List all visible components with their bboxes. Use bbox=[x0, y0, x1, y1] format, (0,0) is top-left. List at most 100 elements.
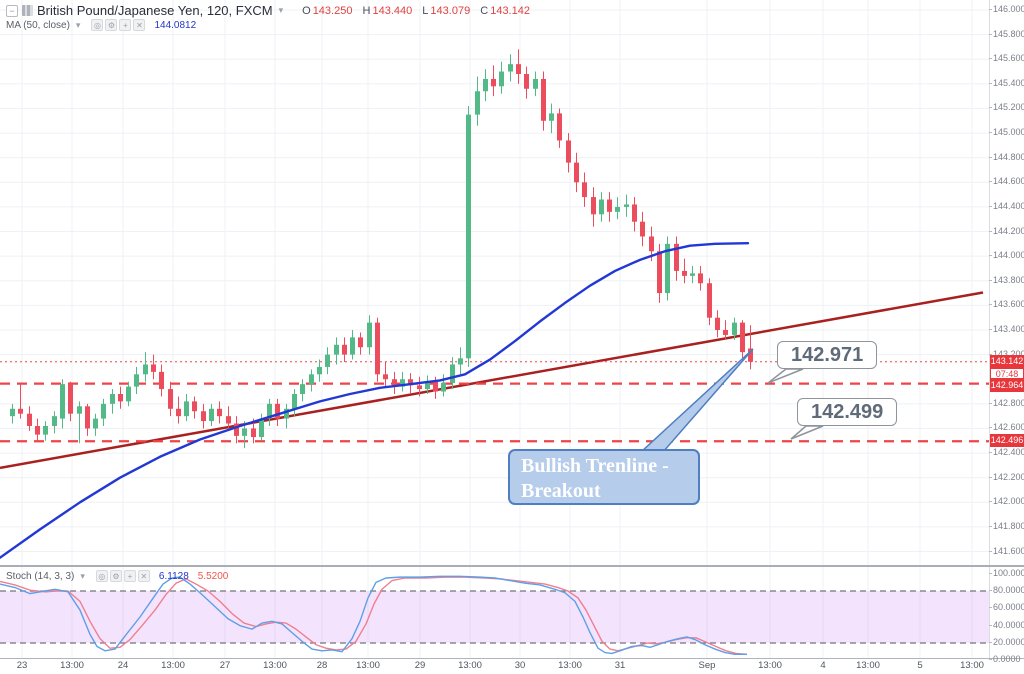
chevron-down-icon[interactable]: ▾ bbox=[75, 19, 81, 30]
time-tick: Sep bbox=[698, 660, 716, 671]
gear-icon[interactable]: ⚙ bbox=[105, 19, 118, 31]
gear-icon[interactable]: ⚙ bbox=[109, 570, 122, 582]
price-tick: 143.400 bbox=[989, 324, 1024, 334]
close-icon[interactable]: ✕ bbox=[133, 19, 146, 31]
price-tick: 142.000 bbox=[989, 496, 1024, 507]
price-callout-upper[interactable]: 142.971 bbox=[777, 341, 878, 369]
pane-separator[interactable] bbox=[0, 565, 1024, 567]
candle-body bbox=[682, 270, 687, 276]
candle-body bbox=[533, 78, 538, 89]
stoch-legend: Stoch (14, 3, 3) ▾ ◎ ⚙ + ✕ 6.1128 5.5200 bbox=[6, 570, 228, 582]
time-tick: 13:00 bbox=[856, 660, 880, 671]
candle-body bbox=[85, 406, 90, 429]
candle-body bbox=[118, 394, 123, 402]
chevron-down-icon[interactable]: ▾ bbox=[80, 570, 85, 581]
candle-body bbox=[740, 322, 745, 353]
open-value: 143.250 bbox=[312, 4, 353, 17]
stoch-k-value: 6.1128 bbox=[158, 570, 189, 582]
candle-body bbox=[383, 374, 388, 380]
time-tick: 30 bbox=[514, 660, 526, 671]
candle-body bbox=[441, 382, 446, 392]
candle-body bbox=[417, 385, 422, 390]
chart-style-icon[interactable] bbox=[22, 5, 33, 16]
eye-icon[interactable]: ◎ bbox=[95, 570, 108, 582]
close-icon[interactable]: ✕ bbox=[137, 570, 150, 582]
candle-body bbox=[10, 408, 15, 417]
candle-body bbox=[209, 408, 214, 422]
candle-body bbox=[159, 371, 164, 390]
candle-body bbox=[192, 401, 197, 412]
stoch-tick: 40.0000 bbox=[989, 619, 1024, 630]
candle-body bbox=[723, 330, 728, 335]
candle-body bbox=[541, 78, 546, 121]
close-value: 143.142 bbox=[490, 4, 530, 17]
price-tick: 145.600 bbox=[989, 53, 1024, 64]
candle-body bbox=[591, 197, 596, 215]
time-tick: 28 bbox=[316, 660, 328, 671]
symbol-title[interactable]: British Pound/Japanese Yen, 120, FXCM bbox=[37, 3, 273, 18]
candle-body bbox=[657, 251, 662, 294]
candle-body bbox=[599, 199, 604, 215]
bar-countdown-badge: 07:48 bbox=[990, 368, 1024, 379]
candle-body bbox=[309, 374, 314, 385]
candle-body bbox=[640, 221, 645, 237]
time-tick: 13:00 bbox=[558, 660, 582, 671]
candle-body bbox=[516, 64, 521, 74]
ma-value: 144.0812 bbox=[154, 19, 197, 31]
candle-body bbox=[367, 322, 372, 348]
callout-tail-lower bbox=[790, 425, 824, 440]
candle-body bbox=[101, 403, 106, 419]
price-tick: 143.200 bbox=[989, 348, 1024, 359]
candle-body bbox=[557, 113, 562, 141]
stoch-label[interactable]: Stoch (14, 3, 3) bbox=[6, 570, 75, 582]
stoch-tick: 100.0000 bbox=[989, 568, 1024, 578]
plus-icon[interactable]: + bbox=[119, 19, 132, 31]
stoch-tick: 80.0000 bbox=[989, 585, 1024, 595]
candle-body bbox=[151, 364, 156, 372]
time-axis-separator bbox=[0, 658, 1024, 659]
candle-body bbox=[259, 418, 264, 438]
candle-body bbox=[143, 364, 148, 375]
candle-body bbox=[284, 408, 289, 419]
time-tick: 13:00 bbox=[263, 660, 287, 671]
low-label: L bbox=[422, 4, 429, 17]
price-callout-lower[interactable]: 142.499 bbox=[797, 398, 898, 426]
candle-body bbox=[275, 403, 280, 419]
candle-body bbox=[615, 206, 620, 212]
price-tick: 145.800 bbox=[989, 28, 1024, 39]
candle-body bbox=[375, 322, 380, 375]
candle-body bbox=[508, 64, 513, 72]
eye-icon[interactable]: ◎ bbox=[91, 19, 104, 31]
candle-body bbox=[674, 243, 679, 271]
ma-label[interactable]: MA (50, close) bbox=[6, 19, 70, 31]
plus-icon[interactable]: + bbox=[123, 570, 136, 582]
candle-body bbox=[499, 71, 504, 87]
time-tick: 13:00 bbox=[458, 660, 482, 671]
time-tick: 23 bbox=[16, 660, 28, 671]
price-tick: 142.400 bbox=[989, 447, 1024, 458]
candle-body bbox=[400, 379, 405, 387]
candle-body bbox=[350, 337, 355, 355]
time-tick: 13:00 bbox=[161, 660, 185, 671]
candle-body bbox=[566, 140, 571, 163]
price-tick: 141.800 bbox=[989, 520, 1024, 531]
symbol-legend: − British Pound/Japanese Yen, 120, FXCM … bbox=[6, 3, 530, 18]
time-tick: 31 bbox=[614, 660, 626, 671]
candle-body bbox=[35, 426, 40, 435]
breakout-note[interactable]: Bullish Trenline - Breakout bbox=[508, 449, 700, 505]
candle-body bbox=[168, 389, 173, 409]
collapse-pane-icon[interactable]: − bbox=[6, 4, 18, 17]
open-label: O bbox=[302, 4, 311, 17]
candle-body bbox=[342, 344, 347, 355]
price-tick: 145.400 bbox=[989, 77, 1024, 88]
price-tick: 143.800 bbox=[989, 274, 1024, 285]
chevron-down-icon[interactable]: ▾ bbox=[278, 5, 284, 15]
candle-body bbox=[126, 386, 131, 402]
candle-body bbox=[242, 428, 247, 436]
candle-body bbox=[690, 273, 695, 276]
candle-body bbox=[292, 394, 297, 409]
candle-body bbox=[52, 416, 57, 426]
